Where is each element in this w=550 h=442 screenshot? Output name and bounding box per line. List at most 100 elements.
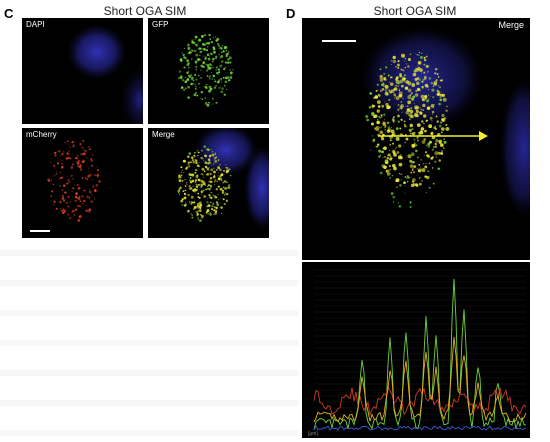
- sim-speck: [407, 65, 410, 68]
- merge-speck: [199, 207, 202, 209]
- mcherry-speck: [92, 179, 94, 181]
- merge-speck: [207, 212, 210, 215]
- sim-speck: [441, 150, 444, 152]
- gfp-speck: [219, 46, 223, 50]
- merge-speck: [209, 172, 212, 176]
- sim-speck: [408, 128, 412, 132]
- mcherry-speck: [82, 152, 86, 156]
- merge-speck: [191, 174, 195, 177]
- sim-speck: [411, 82, 415, 86]
- sim-speck: [391, 158, 393, 160]
- merge-speck: [214, 152, 216, 154]
- gfp-speck: [205, 63, 207, 65]
- mcherry-speck: [71, 190, 73, 193]
- sim-speck: [425, 162, 427, 164]
- mcherry-speck: [84, 149, 87, 152]
- sim-speck: [397, 104, 400, 106]
- gfp-speck: [212, 37, 214, 39]
- sim-speck: [423, 71, 426, 74]
- merge-speck: [178, 179, 182, 183]
- sim-speck: [405, 137, 409, 141]
- sim-speck: [414, 93, 419, 97]
- sim-speck: [386, 129, 391, 133]
- sim-speck: [428, 162, 431, 164]
- sim-speck: [416, 106, 420, 110]
- mcherry-speck: [67, 156, 71, 160]
- gfp-speck: [205, 83, 208, 86]
- sim-speck: [396, 138, 399, 141]
- merge-speck: [214, 179, 217, 182]
- sim-speck: [396, 151, 400, 154]
- merge-speck: [187, 209, 190, 213]
- sim-speck: [428, 89, 430, 91]
- sim-speck: [412, 132, 416, 135]
- gfp-speck: [193, 50, 196, 53]
- gfp-speck: [209, 63, 212, 65]
- gfp-speck: [196, 94, 199, 97]
- merge-speck: [180, 199, 184, 203]
- sim-speck: [438, 141, 442, 145]
- panel-d-title: Short OGA SIM: [373, 4, 457, 18]
- merge-speck: [194, 171, 197, 174]
- mcherry-speck: [47, 178, 50, 181]
- sim-speck: [424, 94, 428, 99]
- merge-speck: [188, 173, 192, 176]
- sim-speck: [395, 96, 400, 100]
- gfp-speck: [194, 87, 197, 90]
- sim-speck: [426, 154, 429, 157]
- sim-speck: [399, 184, 402, 187]
- merge-speck: [209, 176, 213, 180]
- mcherry-speck: [52, 164, 56, 168]
- gfp-speck: [222, 50, 225, 53]
- mcherry-speck: [91, 194, 93, 196]
- merge-image: [177, 128, 269, 230]
- mcherry-speck: [60, 209, 63, 212]
- sim-speck: [419, 133, 421, 135]
- merge-speck: [194, 191, 196, 193]
- merge-speck: [184, 178, 186, 181]
- gfp-speck: [209, 52, 213, 56]
- sim-speck: [382, 121, 386, 125]
- sim-speck: [413, 171, 416, 174]
- gfp-speck: [229, 71, 233, 75]
- sim-speck: [384, 156, 386, 158]
- sim-speck: [376, 143, 380, 146]
- merge-speck: [215, 156, 218, 159]
- mcherry-speck: [76, 161, 80, 165]
- sim-speck: [395, 127, 399, 130]
- merge-speck: [226, 193, 229, 196]
- sim-speck: [412, 168, 414, 170]
- mcherry-speck: [54, 174, 57, 177]
- gfp-speck: [187, 96, 190, 99]
- sim-speck: [373, 114, 377, 118]
- sim-speck: [400, 179, 402, 181]
- sim-speck: [408, 118, 411, 121]
- sim-speck: [386, 105, 391, 110]
- gfp-image: [178, 33, 234, 107]
- sim-speck: [404, 60, 406, 62]
- gfp-speck: [226, 88, 228, 91]
- merge-speck: [198, 197, 201, 199]
- gfp-speck: [226, 72, 228, 73]
- sim-speck: [399, 74, 403, 78]
- sim-speck: [436, 120, 439, 123]
- sim-speck: [414, 112, 416, 114]
- mcherry-speck: [82, 202, 84, 205]
- sim-speck: [431, 167, 434, 169]
- sim-speck: [439, 79, 442, 82]
- mcherry-speck: [76, 183, 80, 187]
- merge-speck: [183, 204, 187, 207]
- sim-speck: [431, 113, 433, 115]
- merge-speck: [188, 173, 190, 176]
- merge-speck: [189, 176, 192, 179]
- sim-speck: [405, 155, 407, 157]
- sim-speck: [409, 53, 412, 56]
- sim-speck: [418, 177, 421, 179]
- sim-speck: [417, 156, 419, 159]
- merge-speck: [217, 172, 219, 174]
- sim-speck: [406, 180, 409, 183]
- merge-speck: [196, 188, 199, 191]
- sim-speck: [425, 119, 428, 122]
- merge-speck: [207, 158, 211, 161]
- sim-speck: [389, 82, 394, 86]
